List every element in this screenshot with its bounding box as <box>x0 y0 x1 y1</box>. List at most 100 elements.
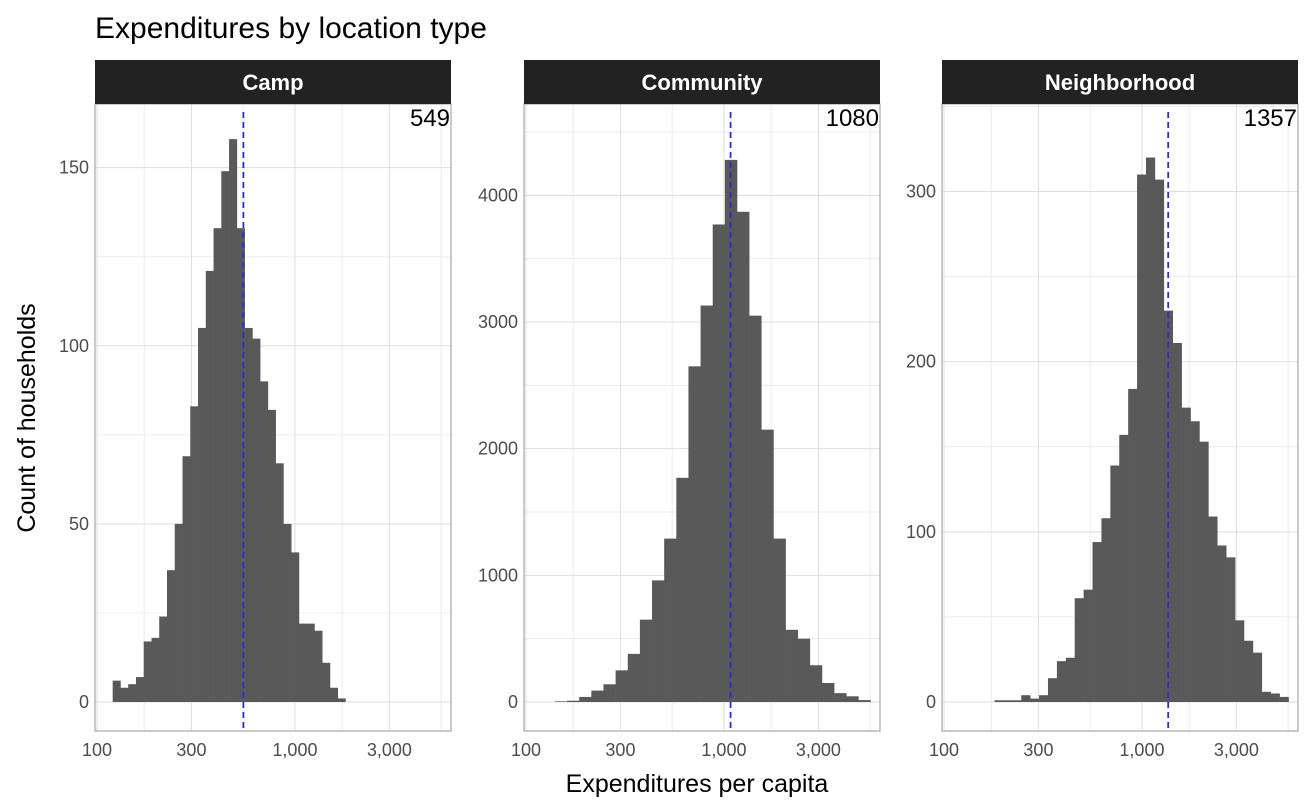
histogram-bar <box>1270 693 1280 702</box>
histogram-bar <box>1047 678 1058 702</box>
facet-strip <box>524 60 880 104</box>
histogram-bar <box>213 228 222 702</box>
histogram-bar <box>627 653 641 702</box>
x-tick-label: 3,000 <box>367 740 412 760</box>
panel-community: 1080 Community 0 1000 2000 3000 4000 100 300 1,00… <box>478 60 881 760</box>
histogram-bar <box>724 159 738 702</box>
facet-strip-label: Camp <box>242 70 303 95</box>
x-tick-label: 100 <box>82 740 112 760</box>
facet-strip <box>942 60 1298 104</box>
x-tick-label: 1,000 <box>701 740 746 760</box>
histogram-bar <box>676 477 689 702</box>
histogram-bar <box>797 638 811 702</box>
histogram-bar <box>1208 516 1218 702</box>
histogram-bar <box>190 406 199 702</box>
y-tick-label: 300 <box>906 182 936 202</box>
y-tick-label: 0 <box>926 692 936 712</box>
histogram-bar <box>1039 695 1049 702</box>
histogram-bar <box>700 305 714 702</box>
histogram-bar <box>267 409 276 702</box>
y-tick-label: 0 <box>79 692 89 712</box>
histogram-bar <box>994 700 1004 702</box>
histogram-bar <box>205 270 214 702</box>
facet-strip-label: Neighborhood <box>1045 70 1195 95</box>
histogram-bar <box>554 701 568 702</box>
y-tick-label: 3000 <box>478 312 518 332</box>
x-tick-label: 300 <box>1023 740 1053 760</box>
histogram-bar <box>603 684 616 702</box>
y-tick-label: 4000 <box>478 185 518 205</box>
x-tick-label: 1,000 <box>1119 740 1164 760</box>
y-tick-label: 150 <box>59 158 89 178</box>
histogram-bar <box>329 687 339 702</box>
histogram-bar <box>151 637 160 702</box>
histogram-bar <box>1261 691 1272 702</box>
histogram-bar <box>298 623 307 702</box>
facet-panels: 549 Camp 0 50 100 150 100 300 1,000 3,000 1080 Comm… <box>59 60 1299 760</box>
histogram-bar <box>1056 661 1067 702</box>
histogram-bar <box>773 538 786 702</box>
histogram-bar <box>639 619 653 702</box>
histogram-bar <box>1003 700 1013 702</box>
histogram-bar <box>1110 465 1120 702</box>
facet-strip <box>95 60 451 104</box>
y-tick-label: 0 <box>508 692 518 712</box>
x-tick-label: 300 <box>605 740 635 760</box>
histogram-bar <box>579 696 592 702</box>
histogram-bar <box>736 211 750 703</box>
panel-neighborhood: 1357 Neighborhood 0 100 200 300 100 300 1,000 3,0… <box>906 60 1299 760</box>
histogram-bar <box>652 580 665 702</box>
histogram-bar <box>688 366 701 702</box>
histogram-bar <box>712 224 726 702</box>
histogram-bar <box>174 523 183 702</box>
median-label: 549 <box>410 105 450 132</box>
x-tick-label: 1,000 <box>272 740 317 760</box>
histogram-bar <box>1279 696 1289 702</box>
y-tick-label: 100 <box>59 336 89 356</box>
histogram-bar <box>166 570 176 702</box>
histogram-bar <box>1074 598 1084 702</box>
histogram-bar <box>1154 179 1165 702</box>
histogram-bar <box>198 327 207 702</box>
histogram-bar <box>229 139 238 702</box>
histogram-bar <box>846 696 859 702</box>
x-tick-label: 3,000 <box>1214 740 1259 760</box>
histogram-bar <box>260 381 269 702</box>
histogram-bar <box>1145 157 1156 702</box>
x-tick-label: 100 <box>929 740 959 760</box>
histogram-bar <box>749 315 762 702</box>
histogram-bar <box>1252 652 1263 702</box>
histogram-bar <box>1243 640 1254 702</box>
x-axis-title: Expenditures per capita <box>566 770 829 798</box>
histogram-bar <box>314 630 323 702</box>
median-label: 1357 <box>1244 105 1297 132</box>
x-tick-label: 100 <box>511 740 541 760</box>
histogram-bar <box>1012 700 1022 702</box>
y-tick-label: 2000 <box>478 439 518 459</box>
panel-camp: 549 Camp 0 50 100 150 100 300 1,000 3,000 <box>59 60 452 760</box>
histogram-bar <box>275 463 284 702</box>
histogram-bar <box>322 662 331 702</box>
histogram-bar <box>182 456 191 702</box>
chart-title: Expenditures by location type <box>95 12 487 45</box>
histogram-bar <box>1021 695 1031 702</box>
histogram-bar <box>283 523 292 702</box>
histogram-bar <box>1137 174 1147 703</box>
histogram-bar <box>236 228 245 702</box>
median-label: 1080 <box>826 105 879 132</box>
histogram-bar <box>1226 557 1236 702</box>
histogram-bar <box>159 616 168 702</box>
histogram-bar <box>112 680 121 702</box>
histogram-bar <box>221 171 230 702</box>
histogram-bar <box>1119 434 1129 702</box>
histogram-bar <box>1181 407 1191 702</box>
histogram-bar <box>291 552 300 702</box>
facet-strip-label: Community <box>642 70 764 95</box>
histogram-bar <box>591 690 604 702</box>
histogram-bar <box>1128 388 1138 702</box>
y-axis-title: Count of households <box>13 303 41 532</box>
histogram-bar <box>834 693 847 702</box>
histogram-bar <box>244 327 253 702</box>
x-tick-label: 300 <box>176 740 206 760</box>
